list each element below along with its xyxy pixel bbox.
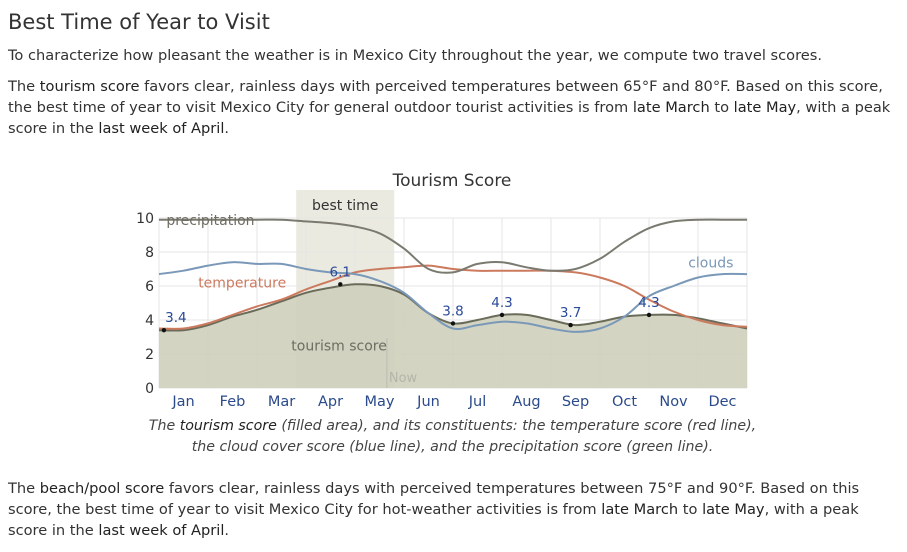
text-fragment: , with a peak score in the	[8, 99, 891, 137]
y-tick-label: 10	[136, 211, 154, 227]
y-tick-label: 6	[145, 279, 154, 295]
beach-description: The beach/pool score favors clear, rainl…	[8, 478, 900, 541]
text-fragment: (filled area), and its constituents: the…	[191, 418, 757, 455]
text-fragment: to	[678, 501, 703, 518]
annotation-point	[338, 282, 343, 287]
tourism-score-term: tourism score	[39, 78, 140, 95]
best-end: late May	[733, 99, 797, 116]
x-tick-label: May	[365, 394, 395, 410]
series-label: tourism score	[291, 339, 387, 355]
annotation-point	[646, 312, 652, 318]
y-tick-label: 2	[145, 347, 154, 363]
text-fragment: favors clear, rainless days with perceiv…	[8, 78, 883, 116]
beach-score-term: beach/pool score	[39, 480, 165, 497]
intro-text: To characterize how pleasant the weather…	[8, 47, 823, 64]
peak-period: last week of April	[98, 120, 225, 137]
x-tick-label: Sep	[562, 394, 589, 410]
annotation-label: 3.7	[560, 305, 581, 321]
y-tick-label: 8	[145, 245, 154, 261]
text-fragment: , with a peak score in the	[8, 501, 859, 539]
y-tick-label: 0	[145, 381, 154, 397]
text-fragment: .	[224, 522, 230, 539]
precipitation-line	[159, 218, 747, 274]
y-tick-label: 4	[145, 313, 154, 329]
annotation-point	[161, 328, 167, 333]
x-tick-label: Jun	[416, 394, 440, 410]
x-tick-label: Feb	[220, 394, 246, 410]
x-tick-label: Jan	[171, 394, 194, 410]
series-label: clouds	[688, 255, 733, 271]
text-fragment: The	[8, 480, 40, 497]
chart-svg: best time Now precipitation temperature clo…	[136, 171, 748, 410]
x-tick-label: Dec	[708, 394, 736, 410]
chart-caption: The tourism score (filled area), and its…	[140, 416, 765, 458]
page-title: Best Time of Year to Visit	[8, 10, 270, 34]
x-tick-label: Jul	[468, 394, 487, 410]
chart-title: Tourism Score	[392, 171, 512, 191]
text-fragment: favors clear, rainless days with perceiv…	[8, 480, 860, 518]
best-start: late March	[601, 501, 679, 518]
peak-period: last week of April	[98, 522, 225, 539]
x-tick-label: Nov	[659, 394, 688, 410]
best-time-label: best time	[312, 198, 378, 214]
best-start: late March	[632, 99, 710, 116]
annotation-label: 6.1	[330, 264, 351, 280]
annotation-point	[568, 322, 573, 328]
clouds-line	[158, 261, 748, 333]
text-fragment: The	[148, 418, 180, 434]
annotation-point	[450, 321, 456, 326]
caption-score-term: tourism score	[179, 418, 277, 434]
text-fragment: .	[224, 120, 230, 137]
x-tick-label: Aug	[512, 394, 540, 410]
annotation-label: 3.4	[165, 310, 186, 326]
annotation-point	[499, 312, 505, 318]
temperature-line	[158, 264, 748, 330]
x-tick-label: Apr	[318, 394, 343, 410]
annotation-label: 3.8	[442, 303, 463, 319]
series-label: precipitation	[166, 213, 254, 229]
tourism-description: The tourism score favors clear, rainless…	[8, 76, 900, 139]
text-fragment: The	[8, 78, 40, 95]
now-label: Now	[389, 371, 418, 386]
tourism-score-area	[159, 284, 747, 388]
annotation-label: 4.3	[491, 295, 512, 311]
tourism-score-chart: best time Now precipitation temperature clo…	[0, 160, 907, 460]
annotation-label: 4.3	[638, 295, 659, 311]
series-label: temperature	[198, 276, 286, 292]
x-tick-label: Mar	[268, 394, 295, 410]
best-end: late May	[702, 501, 765, 518]
x-tick-label: Oct	[612, 394, 637, 410]
text-fragment: to	[709, 99, 734, 116]
